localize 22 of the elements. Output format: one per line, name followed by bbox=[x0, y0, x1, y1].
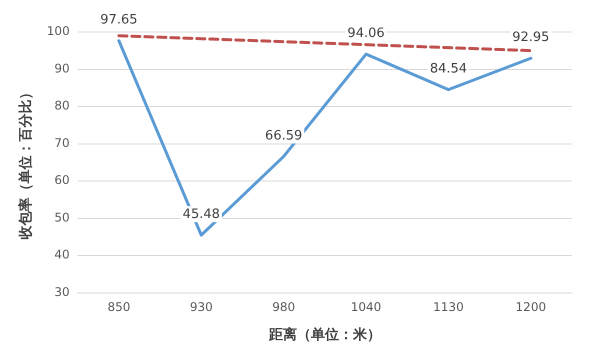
data-label: 66.59 bbox=[265, 128, 302, 144]
x-axis-title: 距离（单位：米） bbox=[268, 326, 381, 344]
x-tick-label: 1130 bbox=[433, 300, 464, 314]
data-label: 45.48 bbox=[182, 207, 220, 222]
y-tick-label: 40 bbox=[54, 248, 70, 262]
y-tick-label: 30 bbox=[54, 284, 70, 299]
y-tick-label: 70 bbox=[54, 136, 70, 150]
y-tick-label: 80 bbox=[54, 98, 70, 113]
y-tick-label: 50 bbox=[54, 210, 70, 224]
x-tick-label: 980 bbox=[272, 300, 296, 314]
x-tick-label: 1200 bbox=[516, 300, 546, 314]
y-tick-label: 90 bbox=[54, 61, 70, 76]
y-tick-label: 60 bbox=[54, 173, 70, 188]
data-label: 92.95 bbox=[512, 30, 550, 46]
data-label: 97.65 bbox=[100, 12, 138, 28]
x-tick-label: 850 bbox=[107, 300, 130, 314]
data-label: 94.06 bbox=[347, 26, 385, 42]
y-axis-title: 收包率（单位：百分比） bbox=[17, 85, 34, 240]
y-tick-label: 100 bbox=[46, 24, 70, 38]
data-label: 84.54 bbox=[430, 61, 468, 76]
x-tick-label: 1040 bbox=[350, 300, 382, 314]
x-tick-label: 930 bbox=[190, 300, 213, 314]
